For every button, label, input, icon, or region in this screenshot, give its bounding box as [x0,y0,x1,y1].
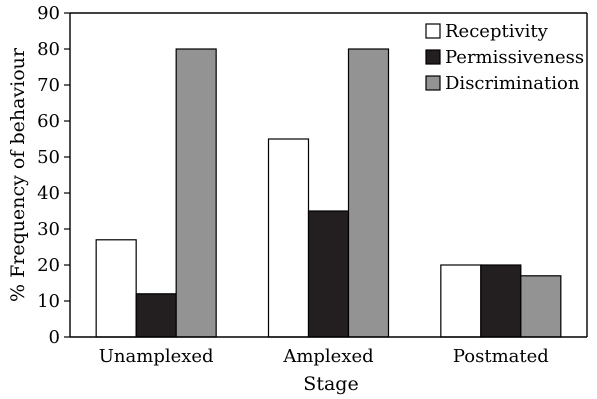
legend-swatch-receptivity [425,23,441,39]
y-tick-label: 40 [37,183,60,204]
bar-discrimination-unamplexed [175,48,217,338]
bar-permissiveness-amplexed [307,210,350,338]
x-tick-label: Postmated [453,346,549,367]
bar-discrimination-amplexed [347,48,390,338]
bar-discrimination-postmated [520,275,562,338]
y-tick-label: 20 [37,255,60,276]
legend-label-discrimination: Discrimination [445,73,580,94]
y-tick-label: 30 [37,219,60,240]
legend: Receptivity Permissiveness Discrimination [425,21,584,94]
legend-label-receptivity: Receptivity [445,21,549,42]
y-tick-label: 80 [37,39,60,60]
bar-receptivity-postmated [440,264,482,338]
bar-permissiveness-postmated [480,264,522,338]
bar-receptivity-unamplexed [95,239,137,338]
y-tick-label: 60 [37,111,60,132]
bars-layer [95,48,562,338]
bar-permissiveness-unamplexed [135,293,177,338]
x-axis-title: Stage [303,373,358,395]
y-axis-title: % Frequency of behaviour [7,47,29,302]
x-tick-label: Unamplexed [99,346,214,367]
x-tick-label: Amplexed [282,346,373,367]
y-tick-label: 70 [37,75,60,96]
bar-receptivity-amplexed [267,138,310,338]
axes-layer: Unamplexed Amplexed Postmated 0 10 20 30 40 50 60… [37,3,588,367]
y-tick-label: 10 [37,291,60,312]
legend-label-permissiveness: Permissiveness [445,47,584,68]
y-tick-label: 90 [37,3,60,24]
y-tick-label: 0 [49,327,60,348]
legend-swatch-discrimination [425,75,441,91]
legend-swatch-permissiveness [425,49,441,65]
y-tick-label: 50 [37,147,60,168]
